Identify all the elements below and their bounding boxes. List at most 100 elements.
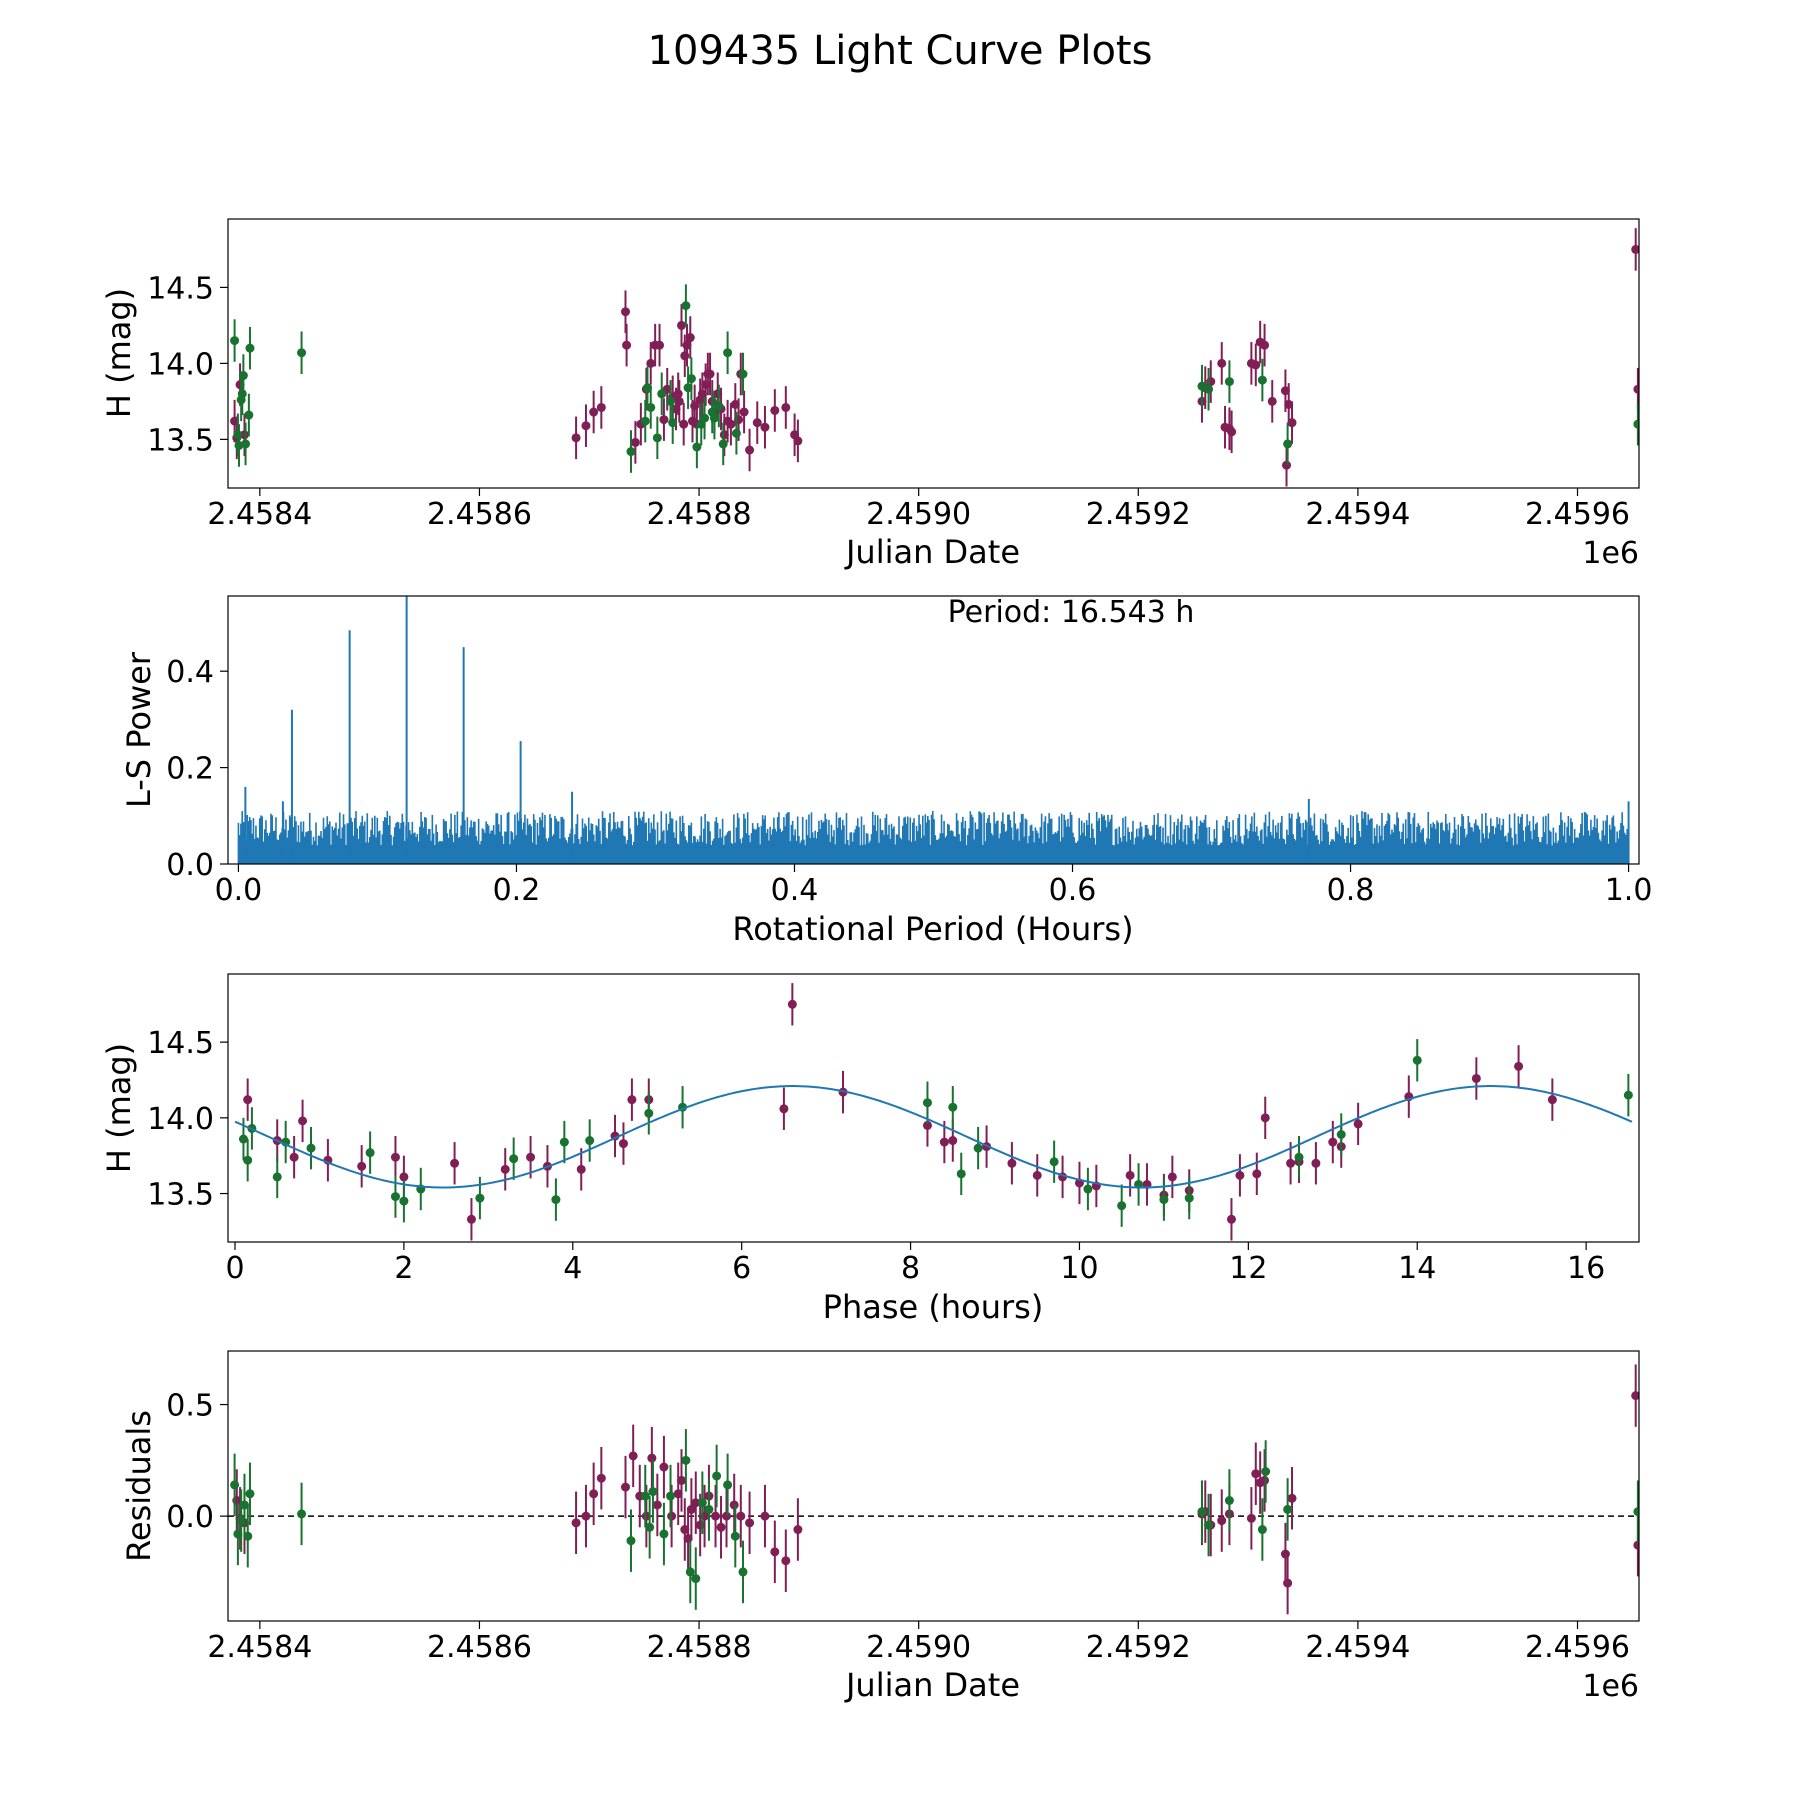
magenta-data-point bbox=[691, 1498, 701, 1508]
magenta-data-point bbox=[1226, 1214, 1236, 1224]
y-tick-label: 14.5 bbox=[147, 271, 214, 306]
x-tick-label: 0 bbox=[225, 1251, 244, 1286]
green-data-point bbox=[297, 348, 307, 358]
magenta-data-point bbox=[596, 402, 606, 412]
green-data-point bbox=[642, 383, 652, 393]
green-data-point bbox=[1633, 419, 1639, 429]
green-data-point bbox=[685, 1567, 695, 1577]
period-annotation: Period: 16.543 h bbox=[948, 595, 1195, 630]
magenta-data-point bbox=[647, 1453, 657, 1463]
green-data-point bbox=[1283, 439, 1293, 449]
x-tick-label: 10 bbox=[1060, 1251, 1098, 1286]
magenta-data-point bbox=[1260, 1475, 1270, 1485]
magenta-data-point bbox=[298, 1116, 308, 1126]
green-data-point bbox=[559, 1137, 569, 1147]
sinusoid-fit-curve bbox=[234, 1085, 1633, 1189]
magenta-data-point bbox=[726, 419, 736, 429]
green-data-point bbox=[714, 401, 724, 411]
magenta-data-point bbox=[390, 1152, 400, 1162]
green-data-point bbox=[239, 1500, 249, 1510]
magenta-data-point bbox=[760, 1511, 770, 1521]
phased-x-ticks: 0 2 4 6 8 10 12 14 16 bbox=[225, 1242, 1605, 1286]
magenta-data-point bbox=[770, 405, 780, 415]
magenta-data-point bbox=[680, 1525, 690, 1535]
magenta-data-point bbox=[589, 407, 599, 417]
x-tick-label: 0.8 bbox=[1327, 873, 1375, 908]
magenta-data-point bbox=[357, 1161, 367, 1171]
x-tick-label: 8 bbox=[901, 1251, 920, 1286]
green-data-point bbox=[236, 1516, 246, 1526]
phased-ylabel: H (mag) bbox=[100, 1043, 138, 1173]
magenta-data-point bbox=[739, 407, 749, 417]
x-tick-label: 2.4588 bbox=[647, 497, 752, 532]
y-tick-label: 14.5 bbox=[147, 1026, 214, 1061]
green-data-point bbox=[585, 1136, 595, 1146]
x-tick-label: 2.4584 bbox=[207, 497, 312, 532]
green-data-point bbox=[692, 442, 702, 452]
green-data-point bbox=[948, 1102, 958, 1112]
x-tick-label: 2.4586 bbox=[427, 1630, 532, 1665]
green-data-point bbox=[668, 418, 678, 428]
magenta-data-point bbox=[1217, 1516, 1227, 1526]
green-data-point bbox=[922, 1098, 932, 1108]
residuals-y-ticks: 0.0 0.5 bbox=[166, 1389, 228, 1535]
residuals-panel: 2.4584 2.4586 2.4588 2.4590 2.4592 2.4594 2.45… bbox=[120, 1350, 1640, 1704]
magenta-data-point bbox=[667, 1511, 677, 1521]
magenta-data-point bbox=[628, 1451, 638, 1461]
magenta-data-point bbox=[711, 1511, 721, 1521]
green-data-point bbox=[681, 1455, 691, 1465]
green-data-point bbox=[399, 1196, 409, 1206]
magenta-data-point bbox=[736, 1511, 746, 1521]
magenta-data-point bbox=[676, 1475, 686, 1485]
magenta-data-point bbox=[1280, 386, 1290, 396]
green-data-point bbox=[243, 1155, 253, 1165]
magenta-data-point bbox=[1286, 1158, 1296, 1168]
magenta-data-point bbox=[705, 369, 715, 379]
green-data-point bbox=[691, 1574, 701, 1584]
magenta-data-point bbox=[729, 1500, 739, 1510]
green-data-point bbox=[1117, 1201, 1127, 1211]
magenta-data-point bbox=[793, 436, 803, 446]
magenta-data-point bbox=[673, 1489, 683, 1499]
y-tick-label: 0.5 bbox=[166, 1389, 214, 1424]
green-data-point bbox=[475, 1193, 485, 1203]
magenta-data-point bbox=[1282, 460, 1292, 470]
green-data-point bbox=[645, 1522, 655, 1532]
x-tick-label: 2.4594 bbox=[1305, 1630, 1410, 1665]
green-data-point bbox=[640, 1491, 650, 1501]
green-data-point bbox=[973, 1143, 983, 1153]
magenta-data-point bbox=[716, 1522, 726, 1532]
magenta-data-point bbox=[770, 1547, 780, 1557]
x-tick-label: 2.4588 bbox=[647, 1630, 752, 1665]
green-data-point bbox=[723, 1480, 733, 1490]
periodogram-y-ticks: 0.0 0.2 0.4 bbox=[166, 655, 228, 883]
magenta-data-point bbox=[686, 1504, 696, 1514]
magenta-data-point bbox=[627, 1095, 637, 1105]
green-data-point bbox=[1049, 1157, 1059, 1167]
magenta-data-point bbox=[1283, 1578, 1293, 1588]
light-curve-points bbox=[230, 228, 1639, 487]
residuals-offset-label: 1e6 bbox=[1582, 1669, 1639, 1704]
magenta-data-point bbox=[685, 333, 695, 343]
green-data-point bbox=[712, 1471, 722, 1481]
green-data-point bbox=[365, 1148, 375, 1158]
green-data-point bbox=[723, 348, 733, 358]
magenta-data-point bbox=[1167, 1172, 1177, 1182]
figure-title: 109435 Light Curve Plots bbox=[648, 28, 1153, 74]
magenta-data-point bbox=[581, 1511, 591, 1521]
magenta-data-point bbox=[581, 421, 591, 431]
magenta-data-point bbox=[1217, 358, 1227, 368]
x-tick-label: 0.6 bbox=[1049, 873, 1097, 908]
magenta-data-point bbox=[793, 1525, 803, 1535]
periodogram-line bbox=[237, 596, 1630, 864]
x-tick-label: 1.0 bbox=[1605, 873, 1653, 908]
magenta-data-point bbox=[243, 1095, 253, 1105]
green-data-point bbox=[1294, 1152, 1304, 1162]
magenta-data-point bbox=[239, 430, 249, 440]
periodogram-ylabel: L-S Power bbox=[120, 651, 158, 808]
magenta-data-point bbox=[1246, 1513, 1256, 1523]
green-data-point bbox=[681, 301, 691, 311]
green-data-point bbox=[1257, 375, 1267, 385]
magenta-data-point bbox=[1251, 360, 1261, 370]
green-data-point bbox=[1083, 1184, 1093, 1194]
